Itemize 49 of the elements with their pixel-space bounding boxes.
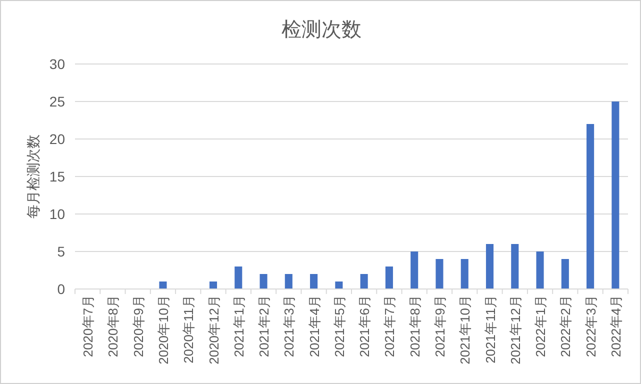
x-tick-label: 2022年3月: [583, 295, 598, 358]
bar: [511, 244, 519, 289]
x-tick-label: 2021年8月: [407, 295, 422, 358]
x-tick-label: 2021年9月: [432, 295, 448, 358]
x-tick-label: 2020年10月: [156, 295, 171, 364]
bar: [486, 244, 494, 289]
chart-title: 检测次数: [282, 19, 362, 41]
y-tick-label: 30: [49, 56, 66, 72]
x-tick-label: 2022年4月: [608, 295, 624, 358]
y-tick-label: 20: [49, 131, 66, 147]
x-tick-label: 2021年10月: [458, 295, 473, 364]
bar: [360, 274, 368, 289]
x-tick-label: 2021年3月: [282, 295, 297, 358]
bar: [209, 282, 218, 289]
bar: [612, 102, 620, 289]
x-tick-label: 2021年4月: [306, 295, 322, 358]
x-tick-label: 2020年11月: [181, 295, 196, 364]
x-tick-label: 2021年7月: [382, 295, 398, 358]
y-tick-label: 10: [49, 206, 66, 222]
x-tick-label: 2021年5月: [332, 295, 347, 358]
x-tick-label: 2021年12月: [508, 295, 523, 364]
bar: [260, 274, 268, 289]
y-tick-label: 25: [49, 94, 66, 110]
y-tick-label: 0: [57, 281, 66, 297]
x-tick-label: 2020年12月: [206, 295, 222, 364]
x-tick-label: 2021年6月: [357, 295, 372, 358]
y-tick-label: 5: [57, 244, 66, 260]
x-tick-label: 2020年8月: [106, 295, 121, 358]
x-tick-label: 2020年7月: [80, 295, 96, 358]
x-tick-label: 2021年11月: [482, 295, 498, 364]
y-axis-title: 每月检测次数: [25, 134, 41, 218]
x-tick-label: 2022年1月: [533, 295, 548, 358]
x-tick-label: 2022年2月: [558, 295, 574, 358]
bar: [586, 124, 594, 289]
bar: [536, 252, 544, 289]
bar: [460, 259, 468, 289]
bar: [335, 282, 343, 289]
bar: [159, 282, 167, 289]
bar: [410, 252, 418, 289]
bar: [561, 259, 569, 289]
x-tick-label: 2020年9月: [130, 295, 146, 358]
bar: [436, 259, 444, 289]
bar: [310, 274, 318, 289]
x-tick-label: 2021年2月: [256, 295, 272, 358]
bar: [385, 266, 393, 289]
bar: [234, 266, 242, 289]
bar: [284, 274, 292, 289]
x-tick-label: 2021年1月: [231, 295, 246, 358]
y-tick-label: 15: [49, 168, 66, 184]
